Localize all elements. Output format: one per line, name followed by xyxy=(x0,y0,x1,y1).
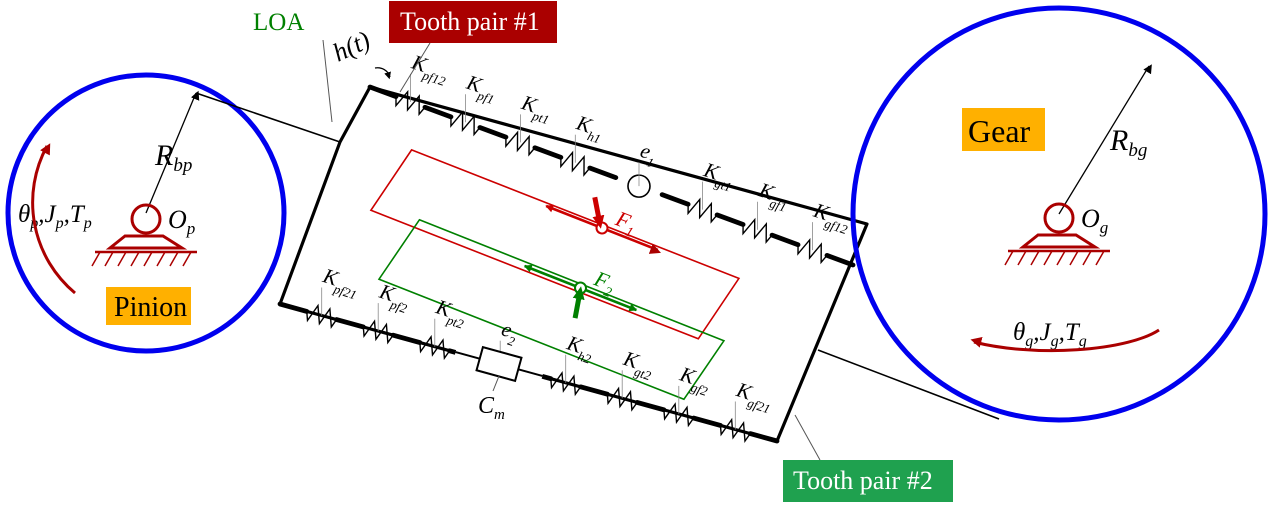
svg-text:Og: Og xyxy=(1081,204,1108,237)
svg-text:e2: e2 xyxy=(497,317,521,350)
svg-text:h(t): h(t) xyxy=(328,25,374,67)
svg-text:Gear: Gear xyxy=(968,113,1031,149)
svg-text:Kgf21: Kgf21 xyxy=(731,377,776,416)
svg-text:Kgt2: Kgt2 xyxy=(618,346,658,384)
svg-text:Tooth pair #1: Tooth pair #1 xyxy=(400,7,540,36)
svg-text:F1: F1 xyxy=(610,205,641,241)
svg-text:Cm: Cm xyxy=(478,393,505,423)
svg-text:Kgf2: Kgf2 xyxy=(675,362,715,400)
svg-text:Rbp: Rbp xyxy=(154,139,192,176)
svg-text:θg,Jg,Tg: θg,Jg,Tg xyxy=(1013,319,1087,350)
svg-text:Op: Op xyxy=(168,205,195,238)
svg-text:Kpt1: Kpt1 xyxy=(516,90,555,127)
svg-text:Kgt1: Kgt1 xyxy=(699,157,738,194)
svg-text:θp,Jp,Tp: θp,Jp,Tp xyxy=(18,201,92,232)
svg-text:Tooth pair #2: Tooth pair #2 xyxy=(793,466,933,495)
svg-text:F2: F2 xyxy=(588,265,619,301)
svg-text:Kgf1: Kgf1 xyxy=(754,177,793,214)
svg-text:Pinion: Pinion xyxy=(114,292,187,323)
svg-text:Kh1: Kh1 xyxy=(571,110,607,146)
svg-text:Rbg: Rbg xyxy=(1109,124,1147,161)
svg-text:Kpf12: Kpf12 xyxy=(406,50,452,90)
svg-text:Kpf1: Kpf1 xyxy=(461,70,500,107)
svg-text:Kpf21: Kpf21 xyxy=(318,263,363,302)
svg-text:Kpf2: Kpf2 xyxy=(374,279,414,317)
svg-text:Kh2: Kh2 xyxy=(562,330,598,366)
svg-text:LOA: LOA xyxy=(253,9,304,36)
